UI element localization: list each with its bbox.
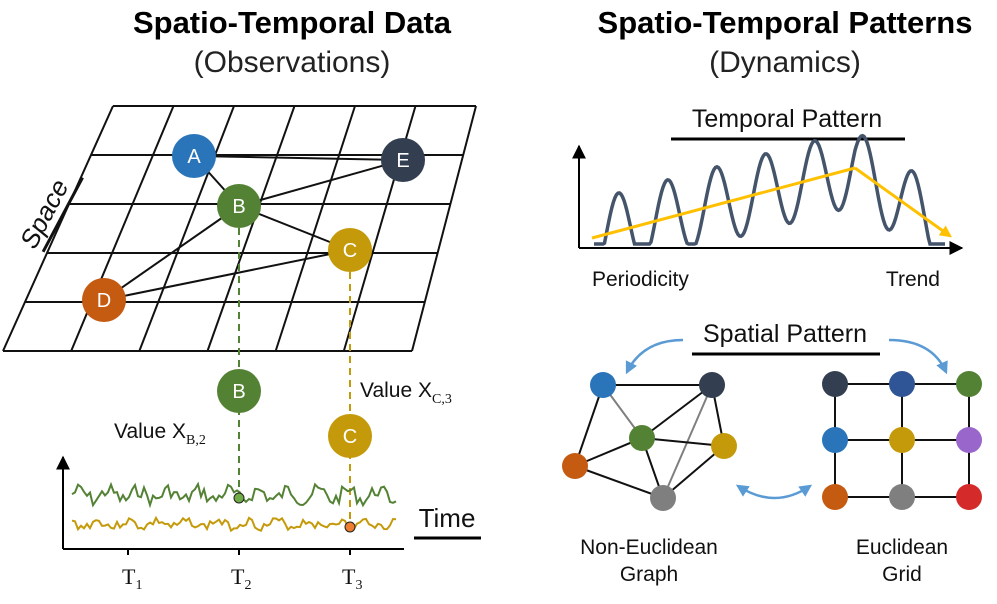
node-d: D [82,278,126,322]
tick-t3-label: T3 [342,564,362,593]
edge-a-e [193,155,404,161]
temporal-heading: Temporal Pattern [692,105,882,133]
grid-node-red [956,484,982,510]
node-b-label: B [232,196,245,218]
grid-node-gray [889,484,915,510]
node-c-projected: C [328,414,372,458]
node-c-projected-label: C [343,426,357,448]
grid-node-orange [822,484,848,510]
graph-label-line1: Non-Euclidean [580,536,718,559]
value-c-prefix: Value X [360,379,432,402]
arrow-to-graph [625,338,684,375]
node-b: B [217,184,261,228]
tick-t3: T3 [342,549,362,593]
value-c-sub: C,3 [432,392,452,407]
periodicity-label: Periodicity [592,268,689,291]
node-b-projected: B [217,369,261,413]
value-b-prefix: Value X [114,420,186,443]
graph-node-blue [590,372,616,398]
node-d-label: D [97,290,111,312]
node-b-projected-label: B [232,381,245,403]
graph-node-gold [711,433,737,459]
edge-b-e [238,159,404,207]
graph-node-orange [562,453,588,479]
value-b-label: Value XB,2 [114,420,206,448]
trend-line-down [854,166,952,238]
tick-t1-label: T1 [122,564,142,593]
trend-label: Trend [886,268,940,291]
grid-col-line [70,105,175,352]
edge-c-d [103,249,351,301]
grid-node-green [956,371,982,397]
node-e-label: E [396,150,409,172]
grid-node-blue [822,427,848,453]
time-label: Time [419,503,476,533]
tick-t2-label: T2 [231,564,251,593]
grid-col-line [274,105,356,352]
graph-node-gray [650,485,676,511]
periodic-wave [594,133,945,246]
trend-line-up [591,166,856,240]
edge-b-d [103,205,240,301]
grid-col-line [411,105,477,352]
graph-label-line2: Graph [620,563,678,586]
ts-point-b [233,492,245,504]
left-subtitle: (Observations) [194,46,391,79]
grid-col-line [2,105,114,352]
ts-series-c [71,515,397,533]
space-label-group: Space [14,174,84,253]
right-title: Spatio-Temporal Patterns [598,5,973,40]
space-underline [41,176,84,253]
grid-node-purple [956,427,982,453]
arrow-to-grid [888,338,948,375]
grid-col-line [138,105,235,352]
grid-label-line2: Grid [882,563,922,586]
node-a-label: A [187,146,201,168]
graph-node-green [629,425,655,451]
ts-series-b [71,481,397,509]
ts-point-c [344,521,356,533]
node-e: E [381,138,425,182]
grid-col-line [206,105,296,352]
grid-graph-edges [103,155,404,301]
tick-t1: T1 [122,549,142,593]
grid-label-line1: Euclidean [856,536,948,559]
node-c: C [328,228,372,272]
value-c-label: Value XC,3 [360,379,452,407]
graph-node-navy [699,372,725,398]
node-c-label: C [343,240,357,262]
left-title: Spatio-Temporal Data [133,5,452,40]
tick-t2: T2 [231,549,251,593]
grid-node-gold [889,427,915,453]
spatial-heading: Spatial Pattern [703,320,867,348]
right-subtitle: (Dynamics) [709,46,861,79]
value-b-sub: B,2 [186,433,206,448]
node-a: A [172,134,216,178]
arrow-graph-grid [735,484,813,500]
grid-node-navy [822,371,848,397]
grid-node-darkblue [889,371,915,397]
